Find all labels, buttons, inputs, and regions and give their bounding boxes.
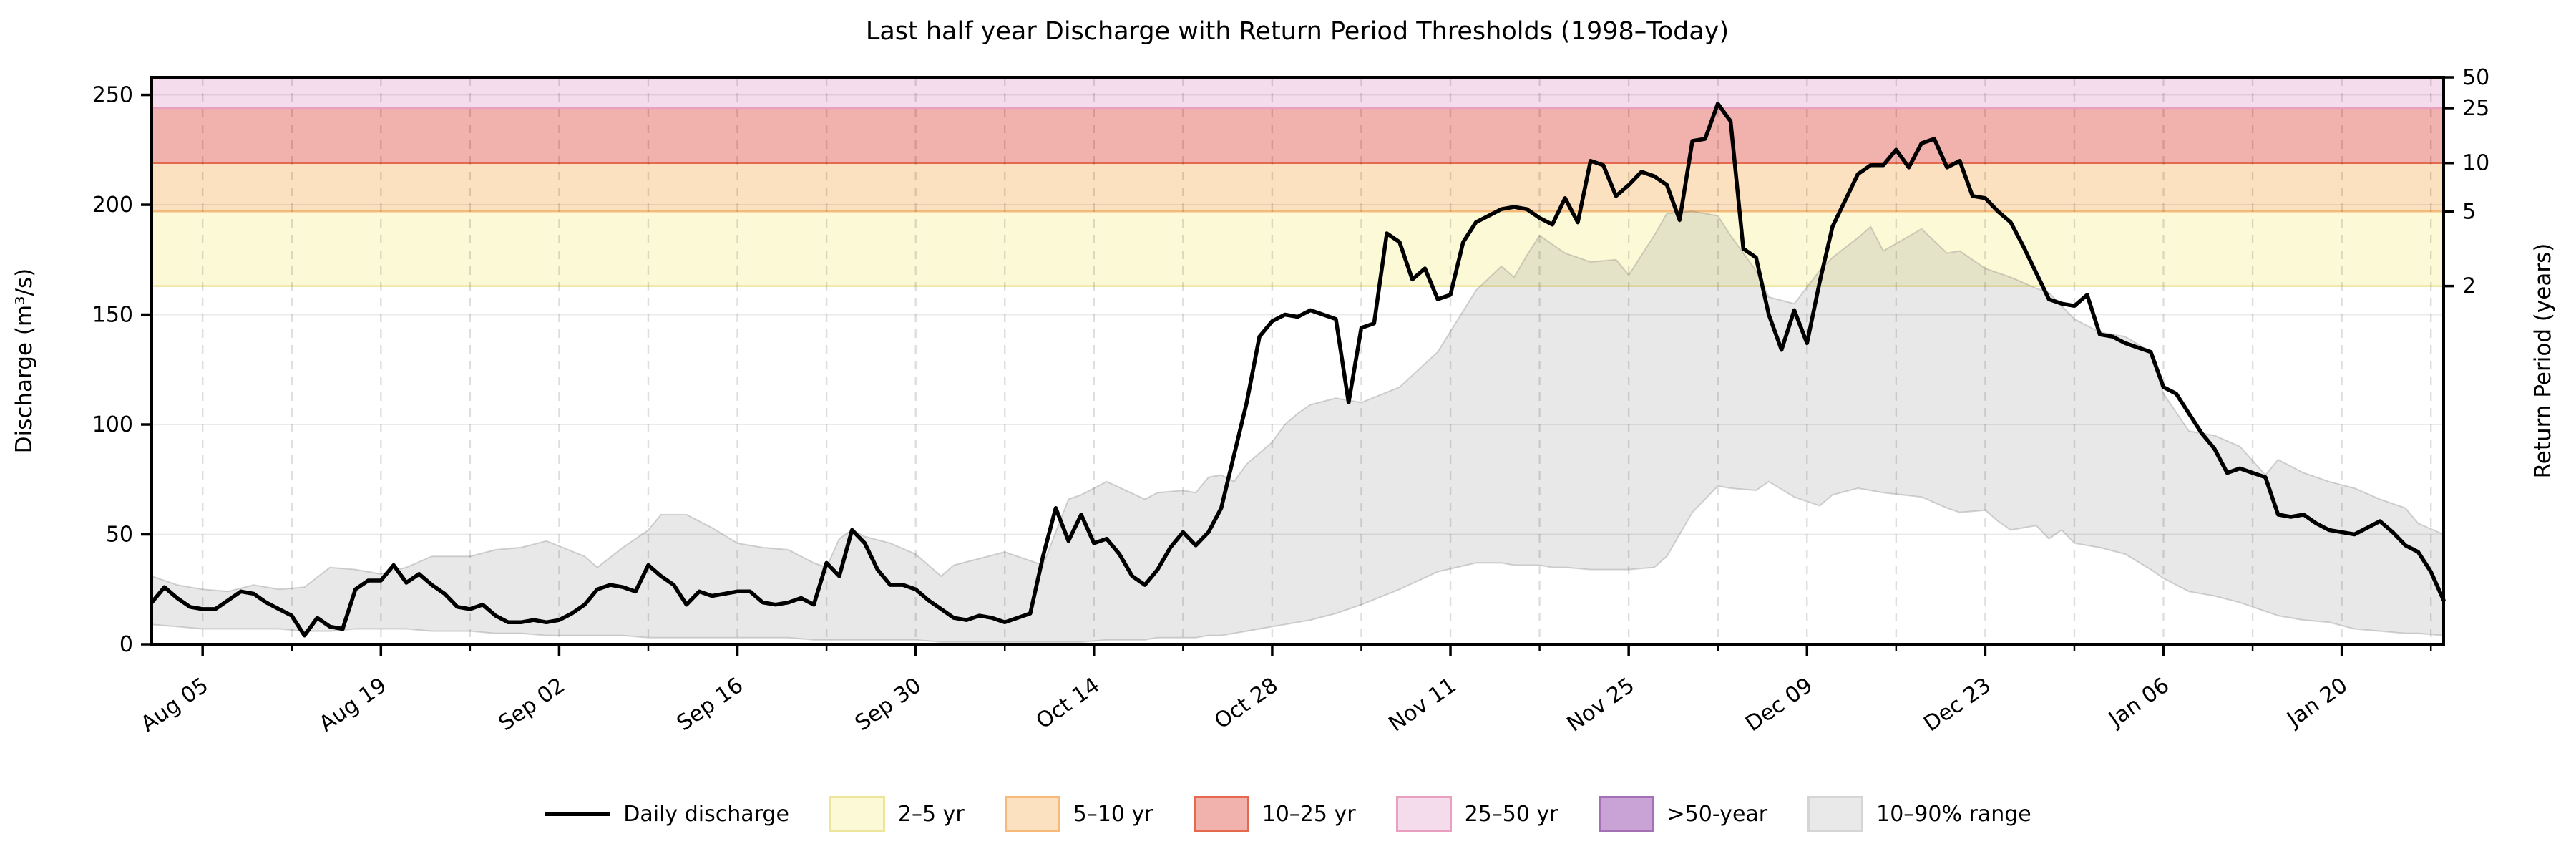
y-right-tick-label-10: 10	[2462, 151, 2489, 176]
legend-patch-swatch	[1807, 796, 1864, 832]
gridlines-layer	[152, 77, 2444, 644]
x-tick-label-Aug-05: Aug 05	[137, 673, 213, 737]
legend-item-label: 10–25 yr	[1262, 801, 1356, 827]
y-axis-label-discharge: Discharge (m³/s)	[11, 268, 37, 454]
y-right-tick-label-50: 50	[2462, 65, 2489, 90]
threshold-bands-layer	[152, 77, 2444, 287]
legend-item-label: 10–90% range	[1876, 801, 2031, 827]
legend-item--50-year: >50-year	[1598, 796, 1768, 832]
chart-title: Last half year Discharge with Return Per…	[866, 17, 1729, 46]
plot-spines	[150, 76, 2445, 646]
band-10-25-yr	[152, 107, 2444, 163]
x-tick-label-Sep-30: Sep 30	[851, 673, 926, 736]
daily-discharge-line	[150, 102, 2446, 638]
y-left-tick-label-100: 100	[92, 412, 133, 437]
x-tick-label-Sep-16: Sep 16	[673, 673, 748, 736]
legend-patch-swatch	[1004, 796, 1060, 832]
y-right-tick-label-5: 5	[2462, 199, 2476, 224]
legend-patch-swatch	[829, 796, 885, 832]
y-right-tick-label-2: 2	[2462, 274, 2476, 299]
y-left-tick-label-200: 200	[92, 193, 133, 218]
y-left-tick-label-0: 0	[119, 632, 133, 657]
x-tick-label-Nov-25: Nov 25	[1563, 673, 1639, 737]
y-right-tick-label-25: 25	[2462, 96, 2489, 121]
legend-item-Daily-discharge: Daily discharge	[545, 802, 789, 827]
percentile-band-lower-edge	[151, 480, 2444, 643]
y-axis-label-return-period: Return Period (years)	[2530, 243, 2556, 479]
legend-item-label: Daily discharge	[623, 801, 789, 827]
series-layer	[150, 102, 2446, 638]
chart-legend: Daily discharge 2–5 yr 5–10 yr 10–25 yr 25–5…	[0, 796, 2576, 832]
legend-item-10-25-yr: 10–25 yr	[1193, 796, 1356, 832]
x-tick-label-Dec-23: Dec 23	[1919, 673, 1996, 737]
x-tick-label-Nov-11: Nov 11	[1384, 673, 1460, 737]
legend-item-5-10-yr: 5–10 yr	[1004, 796, 1153, 832]
x-tick-label-Jan-20: Jan 20	[2282, 673, 2353, 733]
x-tick-label-Aug-19: Aug 19	[315, 673, 391, 737]
legend-item-label: 25–50 yr	[1464, 801, 1558, 827]
x-tick-label-Oct-28: Oct 28	[1210, 673, 1283, 734]
x-tick-label-Oct-14: Oct 14	[1032, 673, 1105, 734]
x-tick-label-Sep-02: Sep 02	[494, 673, 570, 736]
legend-item-label: >50-year	[1667, 801, 1768, 827]
legend-item-label: 5–10 yr	[1073, 801, 1153, 827]
legend-item-25-50-yr: 25–50 yr	[1395, 796, 1558, 832]
y-left-tick-label-150: 150	[92, 303, 133, 328]
legend-patch-swatch	[1193, 796, 1249, 832]
legend-item-10-90%-range: 10–90% range	[1807, 796, 2031, 832]
legend-patch-swatch	[1395, 796, 1452, 832]
x-tick-label-Jan-06: Jan 06	[2103, 673, 2174, 733]
axes-layer	[141, 76, 2454, 656]
x-tick-label-Dec-09: Dec 09	[1741, 673, 1818, 737]
legend-item-2-5-yr: 2–5 yr	[829, 796, 965, 832]
legend-patch-swatch	[1598, 796, 1654, 832]
band-2-5-yr	[152, 211, 2444, 286]
band-25-50-yr	[152, 77, 2444, 108]
legend-line-swatch	[545, 812, 611, 816]
y-left-tick-label-250: 250	[92, 83, 133, 108]
legend-item-label: 2–5 yr	[897, 801, 965, 827]
percentile-band-10-90	[152, 211, 2444, 642]
y-left-tick-label-50: 50	[106, 523, 133, 548]
band-5-10-yr	[152, 162, 2444, 212]
